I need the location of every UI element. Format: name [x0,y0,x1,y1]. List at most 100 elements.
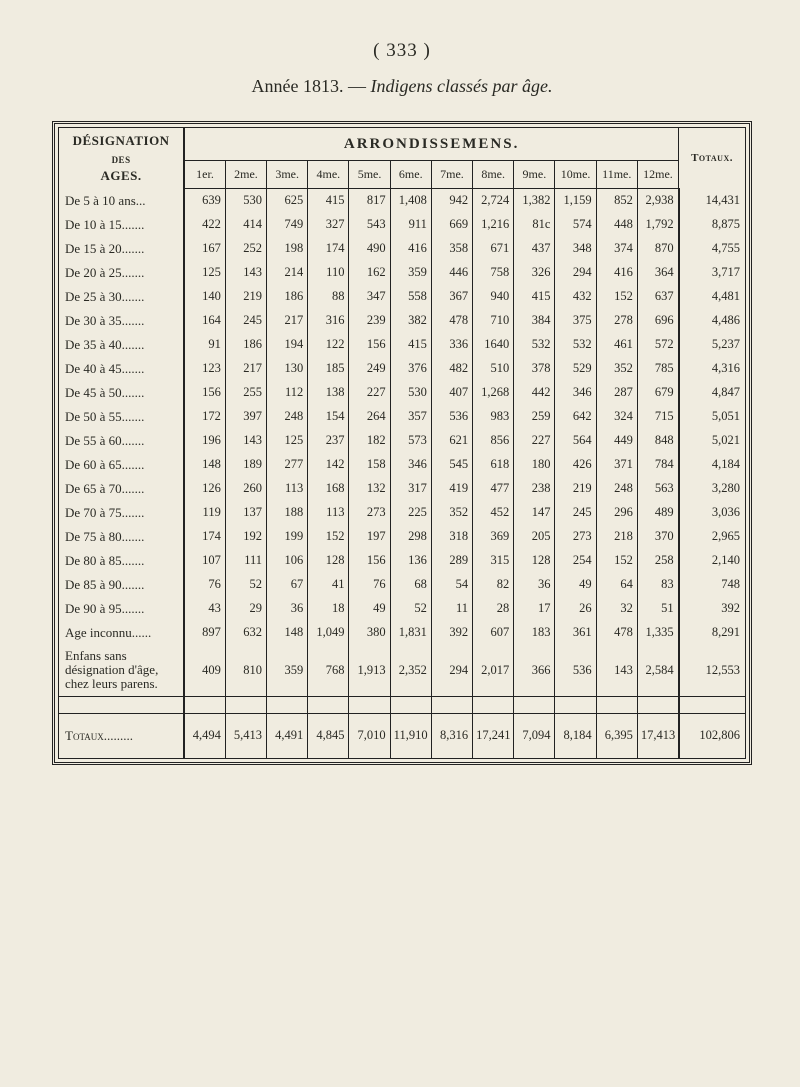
cell: 158 [349,453,390,477]
cell: 529 [555,357,596,381]
cell: 336 [431,333,472,357]
col-header-10: 10me. [555,160,596,189]
row-total: 5,237 [679,333,745,357]
cell: 260 [225,477,266,501]
cell: 415 [514,285,555,309]
table-row: De 45 à 50.......1562551121382275304071,… [59,381,745,405]
totals-cell: 8,184 [555,713,596,758]
cell: 563 [637,477,678,501]
cell: 848 [637,429,678,453]
row-total: 2,140 [679,549,745,573]
separator-cell [431,696,472,713]
cell: 1,335 [637,621,678,645]
cell: 289 [431,549,472,573]
cell: 1,216 [473,213,514,237]
cell: 174 [308,237,349,261]
cell: 983 [473,405,514,429]
cell: 448 [596,213,637,237]
table-row: De 35 à 40.......91186194122156415336164… [59,333,745,357]
cell: 452 [473,501,514,525]
row-label: De 35 à 40....... [59,333,184,357]
cell: 205 [514,525,555,549]
cell: 82 [473,573,514,597]
cell: 273 [555,525,596,549]
cell: 1640 [473,333,514,357]
cell: 156 [184,381,225,405]
cell: 607 [473,621,514,645]
cell: 113 [267,477,308,501]
cell: 414 [225,213,266,237]
cell: 852 [596,189,637,213]
cell: 172 [184,405,225,429]
table-row: De 60 à 65.......14818927714215834654561… [59,453,745,477]
cell: 482 [431,357,472,381]
row-label: Enfans sans désignation d'âge, chez leur… [59,645,184,696]
col-header-2: 2me. [225,160,266,189]
cell: 119 [184,501,225,525]
cell: 294 [431,645,472,696]
separator-cell [184,696,225,713]
title-italic: Indigens classés par âge. [371,76,553,96]
totals-cell: 17,413 [637,713,678,758]
cell: 397 [225,405,266,429]
table-row: Age inconnu......8976321481,0493801,8313… [59,621,745,645]
row-total: 392 [679,597,745,621]
cell: 2,352 [390,645,431,696]
cell: 248 [267,405,308,429]
cell: 359 [390,261,431,285]
cell: 352 [596,357,637,381]
col-header-6: 6me. [390,160,431,189]
row-label: De 20 à 25....... [59,261,184,285]
row-label: De 10 à 15....... [59,213,184,237]
table-row: De 40 à 45.......12321713018524937648251… [59,357,745,381]
cell: 384 [514,309,555,333]
cell: 186 [225,333,266,357]
cell: 357 [390,405,431,429]
cell: 696 [637,309,678,333]
cell: 532 [514,333,555,357]
cell: 264 [349,405,390,429]
row-total: 748 [679,573,745,597]
cell: 942 [431,189,472,213]
col-header-totaux: Totaux. [679,128,745,189]
row-total: 8,291 [679,621,745,645]
totals-cell: 4,494 [184,713,225,758]
cell: 625 [267,189,308,213]
cell: 530 [390,381,431,405]
cell: 407 [431,381,472,405]
cell: 183 [514,621,555,645]
cell: 49 [349,597,390,621]
totals-cell: 7,094 [514,713,555,758]
cell: 138 [308,381,349,405]
table-row: De 10 à 15.......4224147493275439116691,… [59,213,745,237]
separator-cell [225,696,266,713]
cell: 380 [349,621,390,645]
cell: 255 [225,381,266,405]
table-row: De 25 à 30.......14021918688347558367940… [59,285,745,309]
cell: 361 [555,621,596,645]
table-row: De 55 à 60.......19614312523718257362185… [59,429,745,453]
table-row: De 5 à 10 ans...6395306254158171,4089422… [59,189,745,213]
cell: 710 [473,309,514,333]
table-row: De 20 à 25.......12514321411016235944675… [59,261,745,285]
cell: 346 [390,453,431,477]
cell: 168 [308,477,349,501]
cell: 239 [349,309,390,333]
page-title: Année 1813. — Indigens classés par âge. [52,76,752,97]
row-label: De 90 à 95....... [59,597,184,621]
cell: 378 [514,357,555,381]
cell: 1,049 [308,621,349,645]
cell: 784 [637,453,678,477]
cell: 17 [514,597,555,621]
cell: 382 [390,309,431,333]
separator-cell [390,696,431,713]
cell: 432 [555,285,596,309]
cell: 618 [473,453,514,477]
cell: 36 [514,573,555,597]
cell: 214 [267,261,308,285]
cell: 110 [308,261,349,285]
row-total: 4,481 [679,285,745,309]
separator-cell [308,696,349,713]
cell: 52 [390,597,431,621]
cell: 180 [514,453,555,477]
